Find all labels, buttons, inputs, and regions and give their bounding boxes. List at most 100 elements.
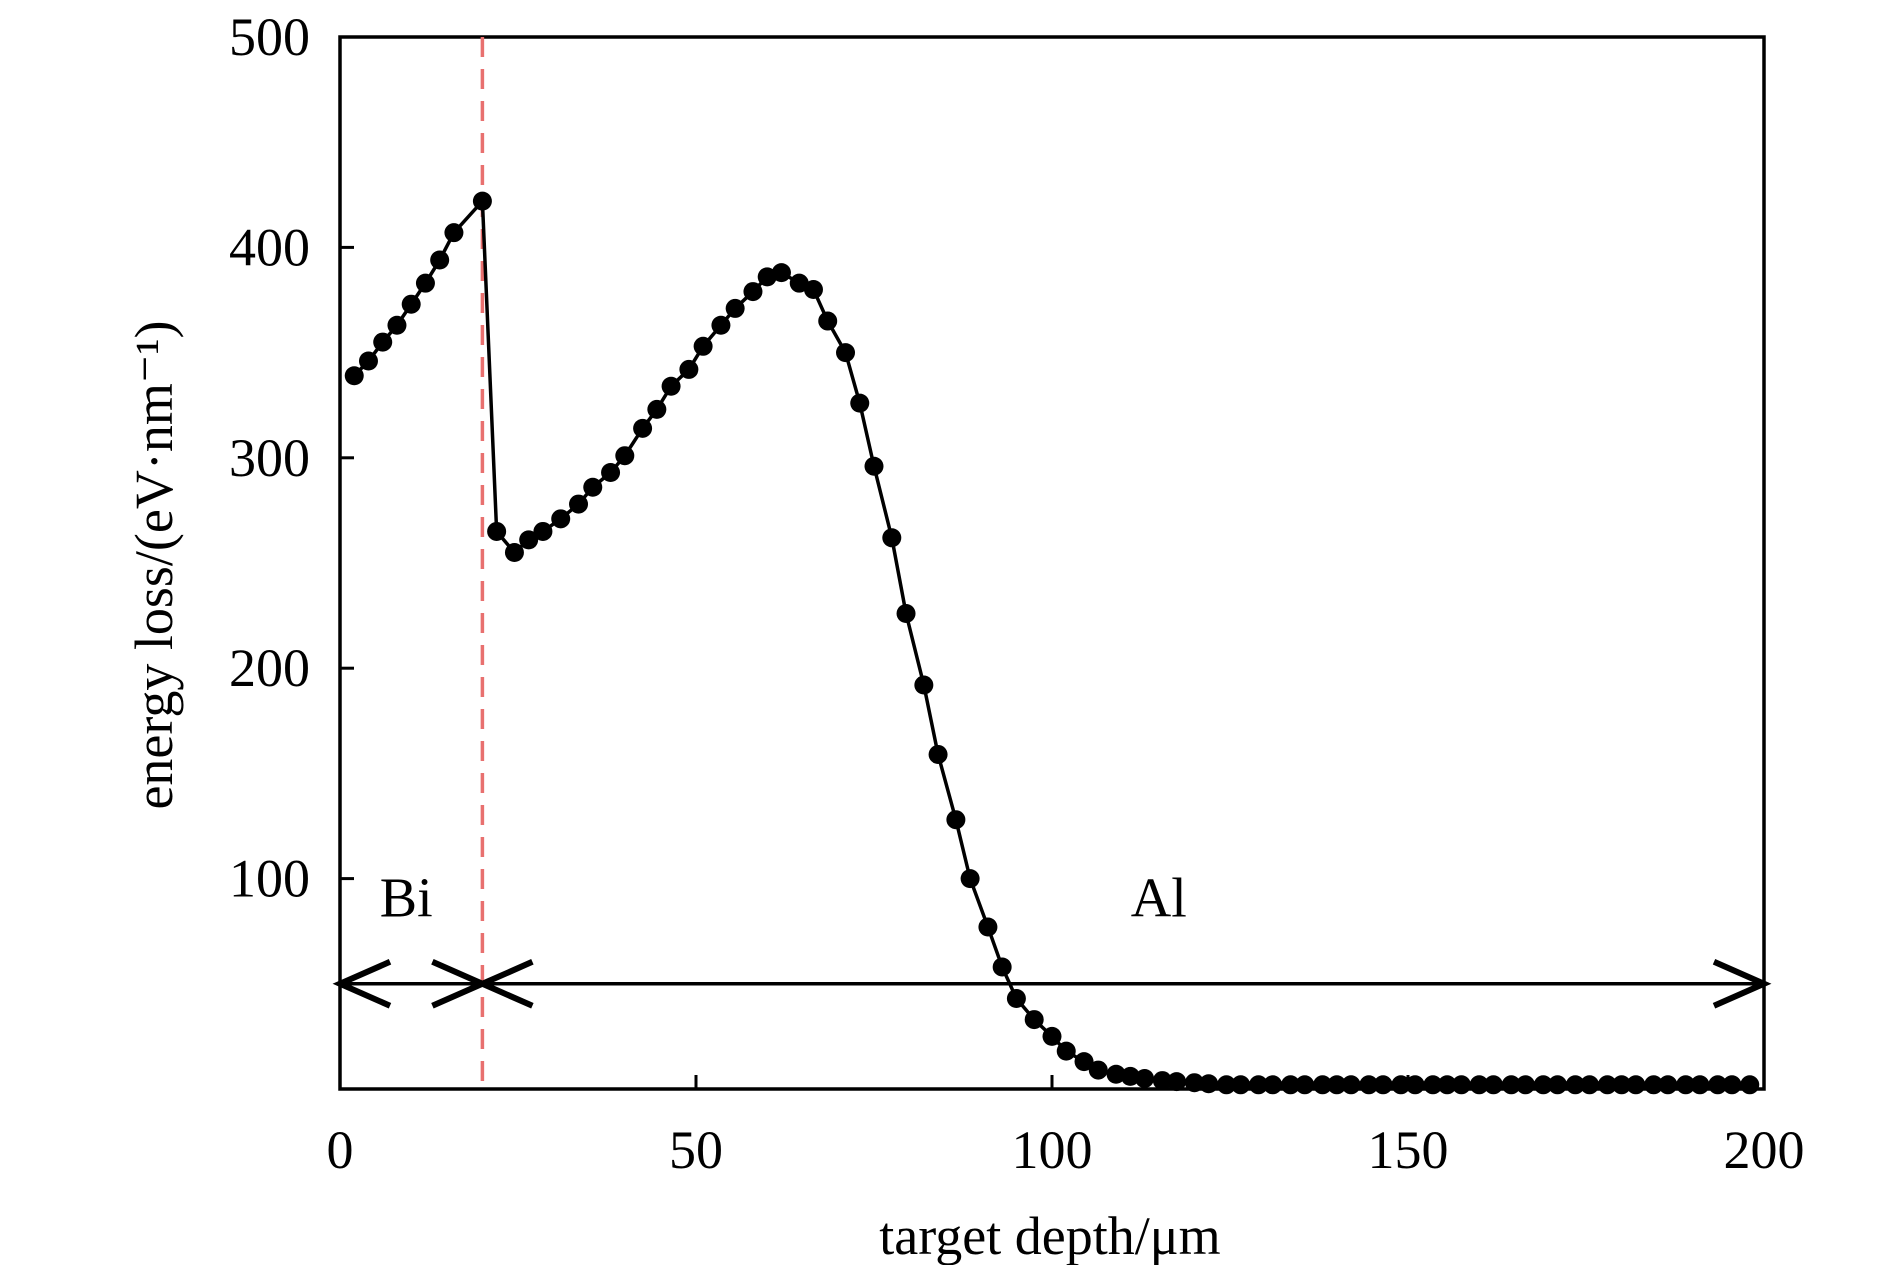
data-point — [1626, 1075, 1646, 1095]
data-point — [615, 446, 635, 466]
data-point — [1231, 1075, 1251, 1095]
plot-frame — [338, 35, 1766, 1091]
data-point — [960, 869, 980, 889]
data-point — [1548, 1075, 1568, 1095]
data-point — [1167, 1072, 1187, 1092]
data-point — [1644, 1075, 1664, 1095]
data-point — [850, 393, 870, 413]
data-point — [725, 298, 745, 318]
data-point — [1405, 1075, 1425, 1095]
data-point — [358, 351, 378, 371]
data-point — [1216, 1075, 1236, 1095]
data-point — [1597, 1075, 1617, 1095]
data-point — [771, 263, 791, 283]
data-point — [1580, 1075, 1600, 1095]
data-point — [928, 744, 948, 764]
data-point — [1327, 1075, 1347, 1095]
x-tick-label: 0 — [327, 1120, 354, 1180]
data-point — [504, 542, 524, 562]
y-tick-label: 300 — [229, 428, 310, 488]
data-point — [1391, 1075, 1411, 1095]
data-point — [1135, 1068, 1155, 1088]
data-point — [1074, 1052, 1094, 1072]
data-point — [1437, 1075, 1457, 1095]
data-point — [1281, 1075, 1301, 1095]
y-axis-label: energy loss/(eV·nm⁻¹) — [124, 320, 184, 809]
data-point — [1056, 1041, 1076, 1061]
data-point — [661, 376, 681, 396]
data-point — [1451, 1075, 1471, 1095]
data-point — [1199, 1074, 1219, 1094]
data-point — [1612, 1075, 1632, 1095]
region-arrow-head-right-al — [1712, 959, 1772, 1009]
data-point — [1120, 1066, 1140, 1086]
data-point — [1152, 1071, 1172, 1091]
y-tick-label: 400 — [229, 217, 310, 277]
data-point — [1469, 1075, 1489, 1095]
data-point — [401, 294, 421, 314]
data-point — [864, 456, 884, 476]
data-point — [1423, 1075, 1443, 1095]
series-line — [352, 199, 1750, 1087]
data-point — [1106, 1064, 1126, 1084]
data-point — [896, 603, 916, 623]
x-tick-label: 100 — [1012, 1120, 1093, 1180]
data-point — [743, 282, 763, 302]
data-point — [978, 917, 998, 937]
data-point — [711, 315, 731, 335]
data-point — [472, 191, 492, 211]
x-tick-label: 50 — [669, 1120, 723, 1180]
data-point — [1676, 1075, 1696, 1095]
region-arrow-head-left-bi — [332, 959, 392, 1009]
data-point — [946, 810, 966, 830]
region-arrow-head-left-al — [474, 959, 534, 1009]
data-point — [583, 477, 603, 497]
data-point — [818, 311, 838, 331]
data-point — [1184, 1073, 1204, 1093]
data-point — [1024, 1010, 1044, 1030]
data-point — [679, 359, 699, 379]
data-point — [1722, 1075, 1742, 1095]
data-point — [1248, 1075, 1268, 1095]
data-point — [551, 509, 571, 529]
x-axis-label: target depth/μm — [879, 1206, 1220, 1265]
data-point — [1359, 1075, 1379, 1095]
data-point — [1690, 1075, 1710, 1095]
data-point — [1740, 1075, 1760, 1095]
data-point — [992, 957, 1012, 977]
data-point — [882, 528, 902, 548]
data-point — [1006, 989, 1026, 1009]
plot-layer: 0 50 100 150 200 100 200 300 400 500 Bi Al — [229, 7, 1805, 1180]
region-label-bi: Bi — [380, 867, 433, 929]
data-point — [1708, 1075, 1728, 1095]
data-point — [601, 463, 621, 483]
data-point — [1533, 1075, 1553, 1095]
data-point — [693, 336, 713, 356]
data-point — [444, 223, 464, 243]
data-point — [1313, 1075, 1333, 1095]
data-point — [633, 418, 653, 438]
data-point — [569, 494, 589, 514]
data-point — [789, 273, 809, 293]
data-point — [1501, 1075, 1521, 1095]
y-tick-label: 200 — [229, 638, 310, 698]
data-point — [344, 366, 364, 386]
x-tick-label: 150 — [1368, 1120, 1449, 1180]
region-label-al: Al — [1131, 867, 1187, 929]
data-point — [1483, 1075, 1503, 1095]
data-point — [757, 267, 777, 287]
data-point — [487, 521, 507, 541]
data-point — [1515, 1075, 1535, 1095]
data-point — [430, 250, 450, 270]
data-point — [387, 315, 407, 335]
data-point — [1263, 1075, 1283, 1095]
data-point — [1088, 1060, 1108, 1080]
data-point — [1658, 1075, 1678, 1095]
data-point — [647, 399, 667, 419]
y-tick-label: 100 — [229, 849, 310, 909]
data-point — [415, 273, 435, 293]
data-point — [836, 343, 856, 363]
data-point — [914, 675, 934, 695]
data-point — [1295, 1075, 1315, 1095]
